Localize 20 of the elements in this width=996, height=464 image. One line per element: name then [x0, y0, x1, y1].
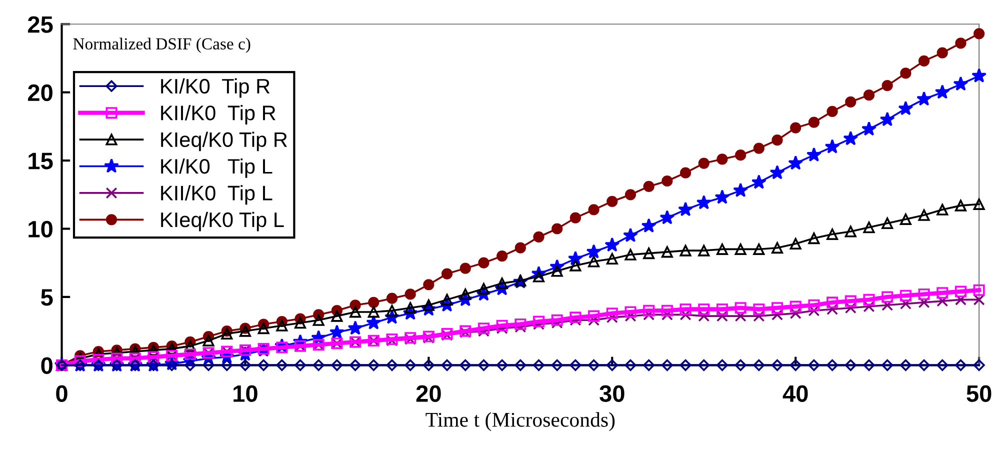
x-tick-label: 20 [416, 385, 441, 402]
x-tick-label: 10 [234, 385, 258, 402]
x-tick-label: 30 [600, 385, 624, 402]
y-tick-label: 10 [28, 220, 52, 238]
y-tick-label: 5 [41, 289, 53, 306]
legend-label: KII/K0 Tip L [161, 185, 272, 205]
legend-label: KII/K0 Tip R [161, 105, 276, 124]
x-axis-title: Time t (Microseconds) [426, 412, 615, 432]
y-tick-label: 0 [41, 357, 52, 374]
y-tick-label: 20 [28, 84, 52, 102]
legend-label: KI/K0 Tip L [161, 158, 272, 178]
legend-title: Normalized DSIF (Case c) [73, 38, 250, 53]
y-tick-label: 25 [28, 16, 53, 33]
legend-label: KIeq/K0 Tip L [161, 212, 284, 232]
x-tick-label: 40 [782, 385, 808, 402]
legend-label: KIeq/K0 Tip R [161, 132, 287, 152]
x-tick-label: 50 [966, 385, 992, 402]
legend-label: KI/K0 Tip R [161, 78, 270, 98]
y-tick-label: 15 [28, 152, 53, 170]
x-tick-label: 0 [56, 385, 68, 402]
